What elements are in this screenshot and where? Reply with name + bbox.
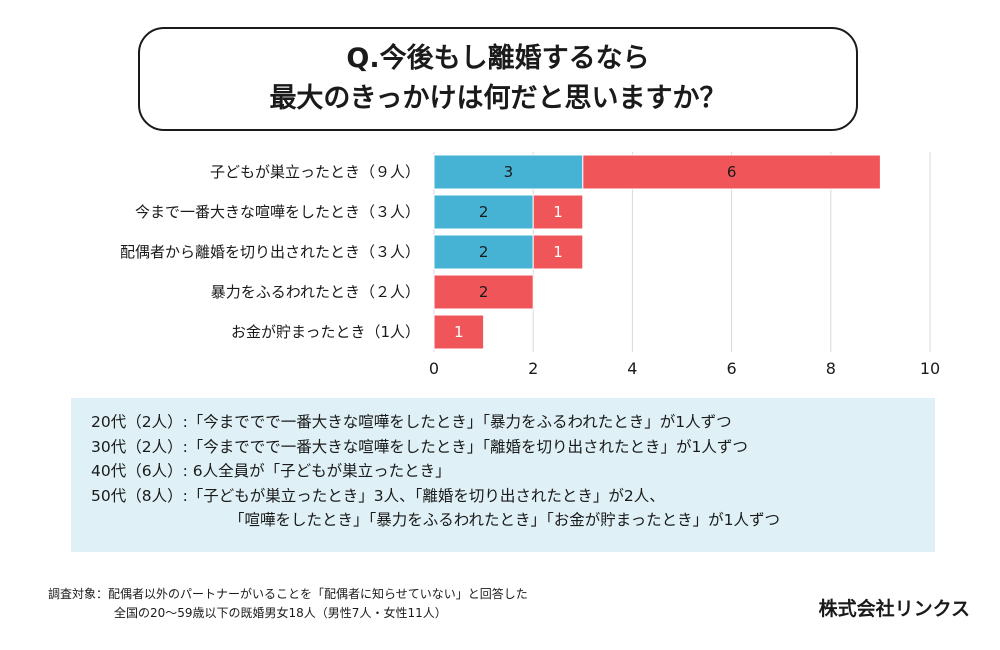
bar-value-label-red-0: 6 xyxy=(727,163,737,181)
bar-value-label-red-4: 1 xyxy=(454,323,464,341)
title-line-1: Q.今後もし離婚するなら xyxy=(346,43,650,74)
bar-value-label-red-2: 1 xyxy=(553,243,563,261)
category-label-1: 今まで一番大きな喧嘩をしたとき（３人） xyxy=(135,203,420,221)
bar-segment-red-3 xyxy=(433,274,534,310)
notes-box: 20代（2人）:「今まででで一番大きな喧嘩をしたとき」「暴力をふるわれたとき」が… xyxy=(71,398,935,552)
x-tick-label-4: 4 xyxy=(627,359,637,378)
note-line-20s: 20代（2人）:「今まででで一番大きな喧嘩をしたとき」「暴力をふるわれたとき」が… xyxy=(91,413,732,431)
category-label-4: お金が貯まったとき（1人） xyxy=(231,323,420,341)
x-tick-label-0: 0 xyxy=(429,359,439,378)
note-line-30s: 30代（2人）:「今まででで一番大きな喧嘩をしたとき」「離婚を切り出されたとき」… xyxy=(91,437,748,456)
category-label-2: 配偶者から離婚を切り出されたとき（３人） xyxy=(120,243,420,261)
bar-chart: 0 2 4 6 8 10 子どもが巣立ったとき（９人） 3 6 今まで一番大きな喧嘩をしたとき（３… xyxy=(120,152,940,378)
bar-segment-blue-2 xyxy=(433,234,534,270)
bar-value-label-blue-0: 3 xyxy=(504,163,514,181)
bar-value-label-red-3: 2 xyxy=(479,283,489,301)
note-line-50s: 50代（8人）:「子どもが巣立ったとき」3人、「離婚を切り出されたとき」が2人、 xyxy=(91,486,665,505)
title-line-2: 最大のきっかけは何だと思いますか？ xyxy=(269,83,727,114)
bar-value-label-red-1: 1 xyxy=(553,203,563,221)
bar-segment-red-2 xyxy=(532,234,584,270)
company-name: 株式会社リンクス xyxy=(818,598,970,620)
category-label-0: 子どもが巣立ったとき（９人） xyxy=(210,163,420,181)
note-line-50s-cont: 「喧嘩をしたとき」「暴力をふるわれたとき」「お金が貯まったとき」が1人ずつ xyxy=(229,511,780,529)
survey-note-line-1: 調査対象：配偶者以外のパートナーがいることを「配偶者に知らせていない」と回答した xyxy=(48,587,528,601)
x-tick-label-10: 10 xyxy=(920,359,940,378)
category-label-3: 暴力をふるわれたとき（２人） xyxy=(211,283,420,301)
bar-value-label-blue-1: 2 xyxy=(479,203,489,221)
bar-value-label-blue-2: 2 xyxy=(479,243,489,261)
title-box: Q.今後もし離婚するなら 最大のきっかけは何だと思いますか？ xyxy=(138,27,858,131)
bar-segment-red-0 xyxy=(582,154,881,190)
note-line-40s: 40代（6人）: 6人全員が「子どもが巣立ったとき」 xyxy=(91,462,451,480)
bar-segment-red-1 xyxy=(532,194,584,230)
x-tick-label-8: 8 xyxy=(826,359,836,378)
x-tick-label-2: 2 xyxy=(528,359,538,378)
bar-segment-blue-0 xyxy=(433,154,584,190)
survey-note: 調査対象：配偶者以外のパートナーがいることを「配偶者に知らせていない」と回答した… xyxy=(48,585,528,623)
bar-segment-red-4 xyxy=(433,314,485,350)
survey-note-line-2: 全国の20〜59歳以下の既婚男女18人（男性7人・女性11人） xyxy=(114,606,447,620)
bar-segment-blue-1 xyxy=(433,194,534,230)
x-tick-label-6: 6 xyxy=(727,359,737,378)
